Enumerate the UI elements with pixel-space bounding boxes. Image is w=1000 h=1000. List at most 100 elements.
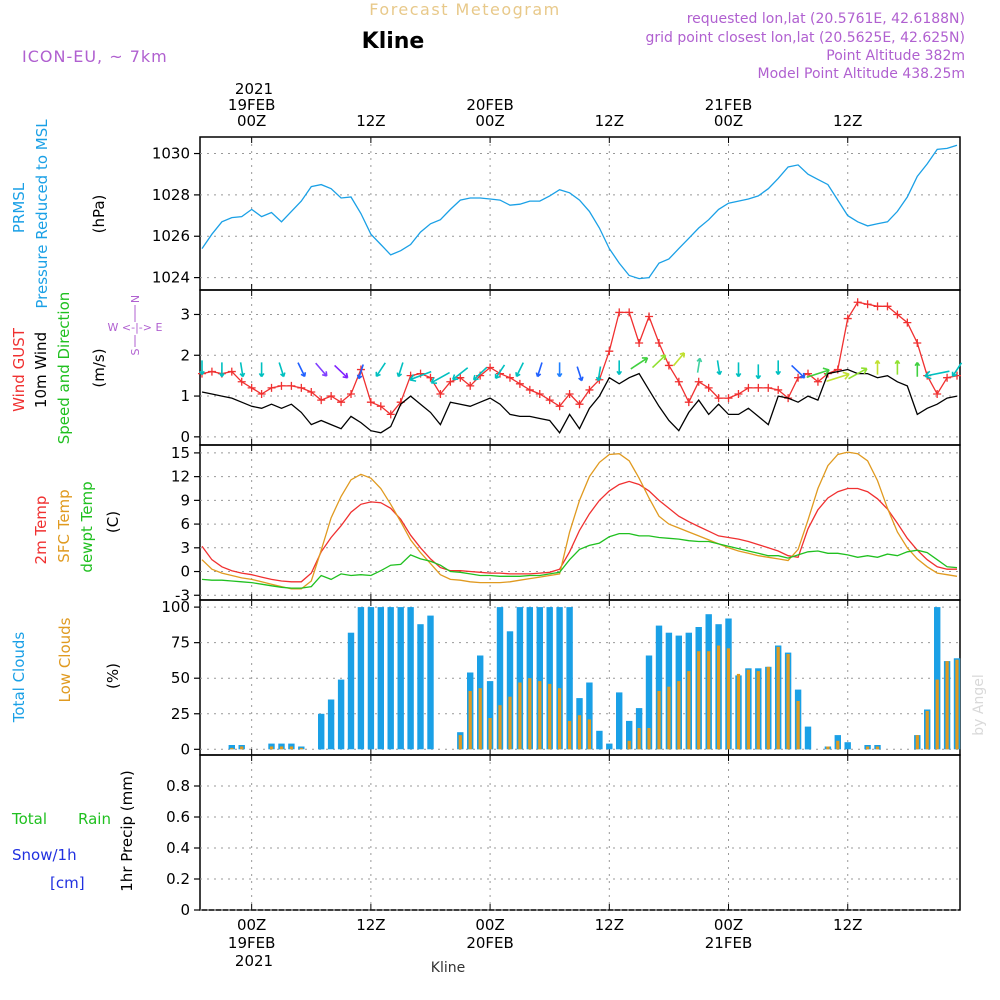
clouds-bar [397,607,404,750]
wind-gust-marker [664,361,673,370]
clouds-bar [577,715,582,750]
clouds-total-label: Total Clouds [10,632,28,724]
top-date-label: 20FEB [466,96,513,114]
wind-gust-marker [376,402,385,411]
wind-gust-marker [347,390,356,399]
precip-cm-label: [cm] [50,874,85,892]
wind-gust-marker [943,373,952,382]
wind-gust-marker [744,383,753,392]
wind-arrow [848,367,868,380]
clouds-bar [655,625,663,750]
wind-arrow [375,362,386,378]
wind-gust-marker [337,398,346,407]
wind-arrow [219,362,225,378]
wind-unit-label: (m/s) [90,348,108,387]
clouds-ytick-label: 25 [171,705,190,723]
wind-gust-marker [813,377,822,386]
wind-gust-marker [883,302,892,311]
precip-ytick-label: 0.6 [166,808,190,826]
wind-arrow [472,366,488,381]
clouds-bar [726,648,731,750]
clouds-bar [844,742,851,750]
clouds-bar [645,655,653,750]
wind-arrow [430,371,450,384]
wind-arrow [396,362,404,378]
pressure-panel: 1024 1026 1028 1030 [152,136,961,291]
footer-location: Kline [431,960,465,976]
clouds-bar [556,607,563,750]
wind-arrow [595,366,602,382]
wind-gust-marker [913,339,922,348]
wind-gust-marker [863,300,872,309]
wind-gust-marker [674,377,683,386]
clouds-bar [746,669,750,750]
bottom-hour-label: 00Z [714,916,743,934]
clouds-bar [866,746,870,750]
wind-ytick-label: 3 [180,305,190,323]
clouds-bar [626,720,633,750]
wind-gust-marker [585,385,594,394]
model-altitude: Model Point Altitude 438.25m [758,66,965,82]
wind-gust-marker [317,396,326,405]
wind-arrow [356,364,364,380]
temperature-ytick-label: 3 [180,539,190,557]
pressure-ytick-label: 1030 [152,145,190,163]
wind-arrow [874,359,881,375]
pressure-ytick-label: 1026 [152,227,190,245]
clouds-ytick-label: 0 [180,740,190,758]
wind-gust-marker [227,367,236,376]
clouds-bar [357,607,365,750]
clouds-bar [766,666,770,750]
wind-gust-label: Wind GUST [10,327,28,412]
temperature-panel: -3 0 3 6 9 12 15 [171,444,961,604]
clouds-bar [468,691,472,750]
wind-gust-marker [933,390,942,399]
wind-gust-marker [545,396,554,405]
clouds-bar [508,696,512,750]
wind-gust-marker [645,312,654,321]
wind-gust-marker [694,377,703,386]
wind-arrow [914,361,921,377]
clouds-bar [536,607,543,750]
clouds-bar [616,692,623,750]
temperature-ytick-label: 12 [171,468,190,486]
wind-arrow [576,366,584,382]
top-year-label: 2021 [235,80,273,98]
temp-unit-label: (C) [104,511,122,533]
wind-arrow [755,364,762,380]
wind-gust-marker [446,377,455,386]
wind-arrow [924,370,950,380]
wind-gust-marker [575,400,584,409]
wind-arrow [258,362,265,378]
wind-gust-marker [386,410,395,419]
pressure-label-1: PRMSL [10,182,28,233]
model-label: ICON-EU, ~ 7km [22,47,168,66]
clouds-bar [417,624,424,750]
clouds-bar [677,681,681,750]
wind-gust-marker [535,390,544,399]
wind-arrow [672,352,686,367]
bottom-date-label: 20FEB [466,934,513,952]
grid-point-coords: grid point closest lon,lat (20.5625E, 42… [645,30,965,46]
wind-gust-marker [247,383,256,392]
wind-arrow [315,362,328,377]
wind-arrow [278,362,286,378]
clouds-unit-label: (%) [104,663,122,689]
top-date-label: 21FEB [705,96,752,114]
clouds-bar [548,683,552,750]
wind-gust-marker [505,373,514,382]
pressure-ytick-label: 1024 [152,269,190,287]
precip-ytick-label: 0.4 [166,839,190,857]
top-date-label: 19FEB [228,96,275,114]
clouds-bar [687,671,691,750]
clouds-bar [836,740,840,750]
bottom-hour-label: 12Z [595,916,624,934]
wind-gust-marker [267,383,276,392]
temperature-ytick-label: -3 [175,586,190,604]
clouds-ytick-label: 100 [161,598,190,616]
bottom-hour-label: 00Z [237,916,266,934]
wind-gust-marker [704,383,713,392]
wind-gust-marker [297,383,306,392]
clouds-bar [486,681,494,750]
clouds-bar [915,735,919,750]
